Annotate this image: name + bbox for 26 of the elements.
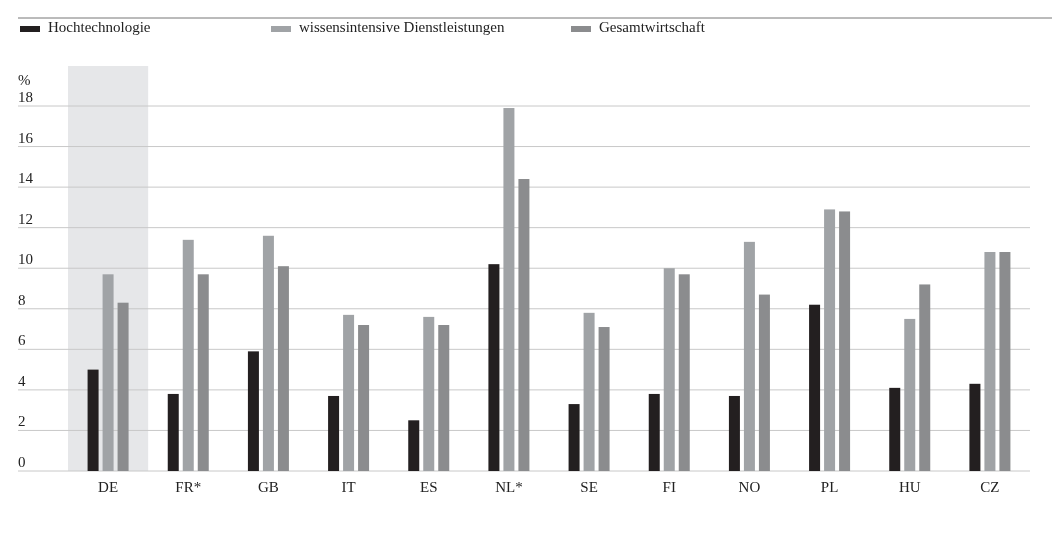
x-tick-label: ES	[419, 479, 438, 495]
legend-label: Gesamtwirtschaft	[599, 19, 706, 35]
y-axis-title: %	[18, 72, 31, 88]
x-tick-label: SE	[580, 479, 598, 495]
y-tick-label: 2	[18, 413, 26, 430]
x-tick-label: CZ	[980, 479, 1000, 495]
x-tick-label: PL	[820, 479, 839, 495]
x-tick-label: DE	[98, 479, 119, 495]
x-tick-label: IT	[341, 479, 356, 495]
x-tick-label: HU	[898, 479, 921, 495]
y-tick-label: 0	[18, 454, 26, 470]
y-tick-label: 12	[18, 210, 33, 227]
legend-label: wissensintensive Dienstleistungen	[299, 19, 505, 35]
y-tick-label: 18	[18, 89, 33, 105]
x-tick-label: NL*	[495, 479, 523, 495]
y-tick-label: 10	[18, 251, 33, 268]
x-tick-label: FI	[662, 479, 676, 495]
y-tick-label: 6	[18, 332, 26, 349]
y-tick-label: 16	[18, 129, 34, 146]
y-tick-label: 4	[18, 372, 26, 389]
x-tick-label: FR*	[175, 479, 202, 495]
y-tick-label: 14	[18, 170, 34, 187]
y-tick-label: 8	[18, 291, 26, 308]
x-tick-label: GB	[257, 479, 279, 495]
legend-label: Hochtechnologie	[48, 19, 151, 35]
x-tick-label: NO	[738, 479, 761, 495]
